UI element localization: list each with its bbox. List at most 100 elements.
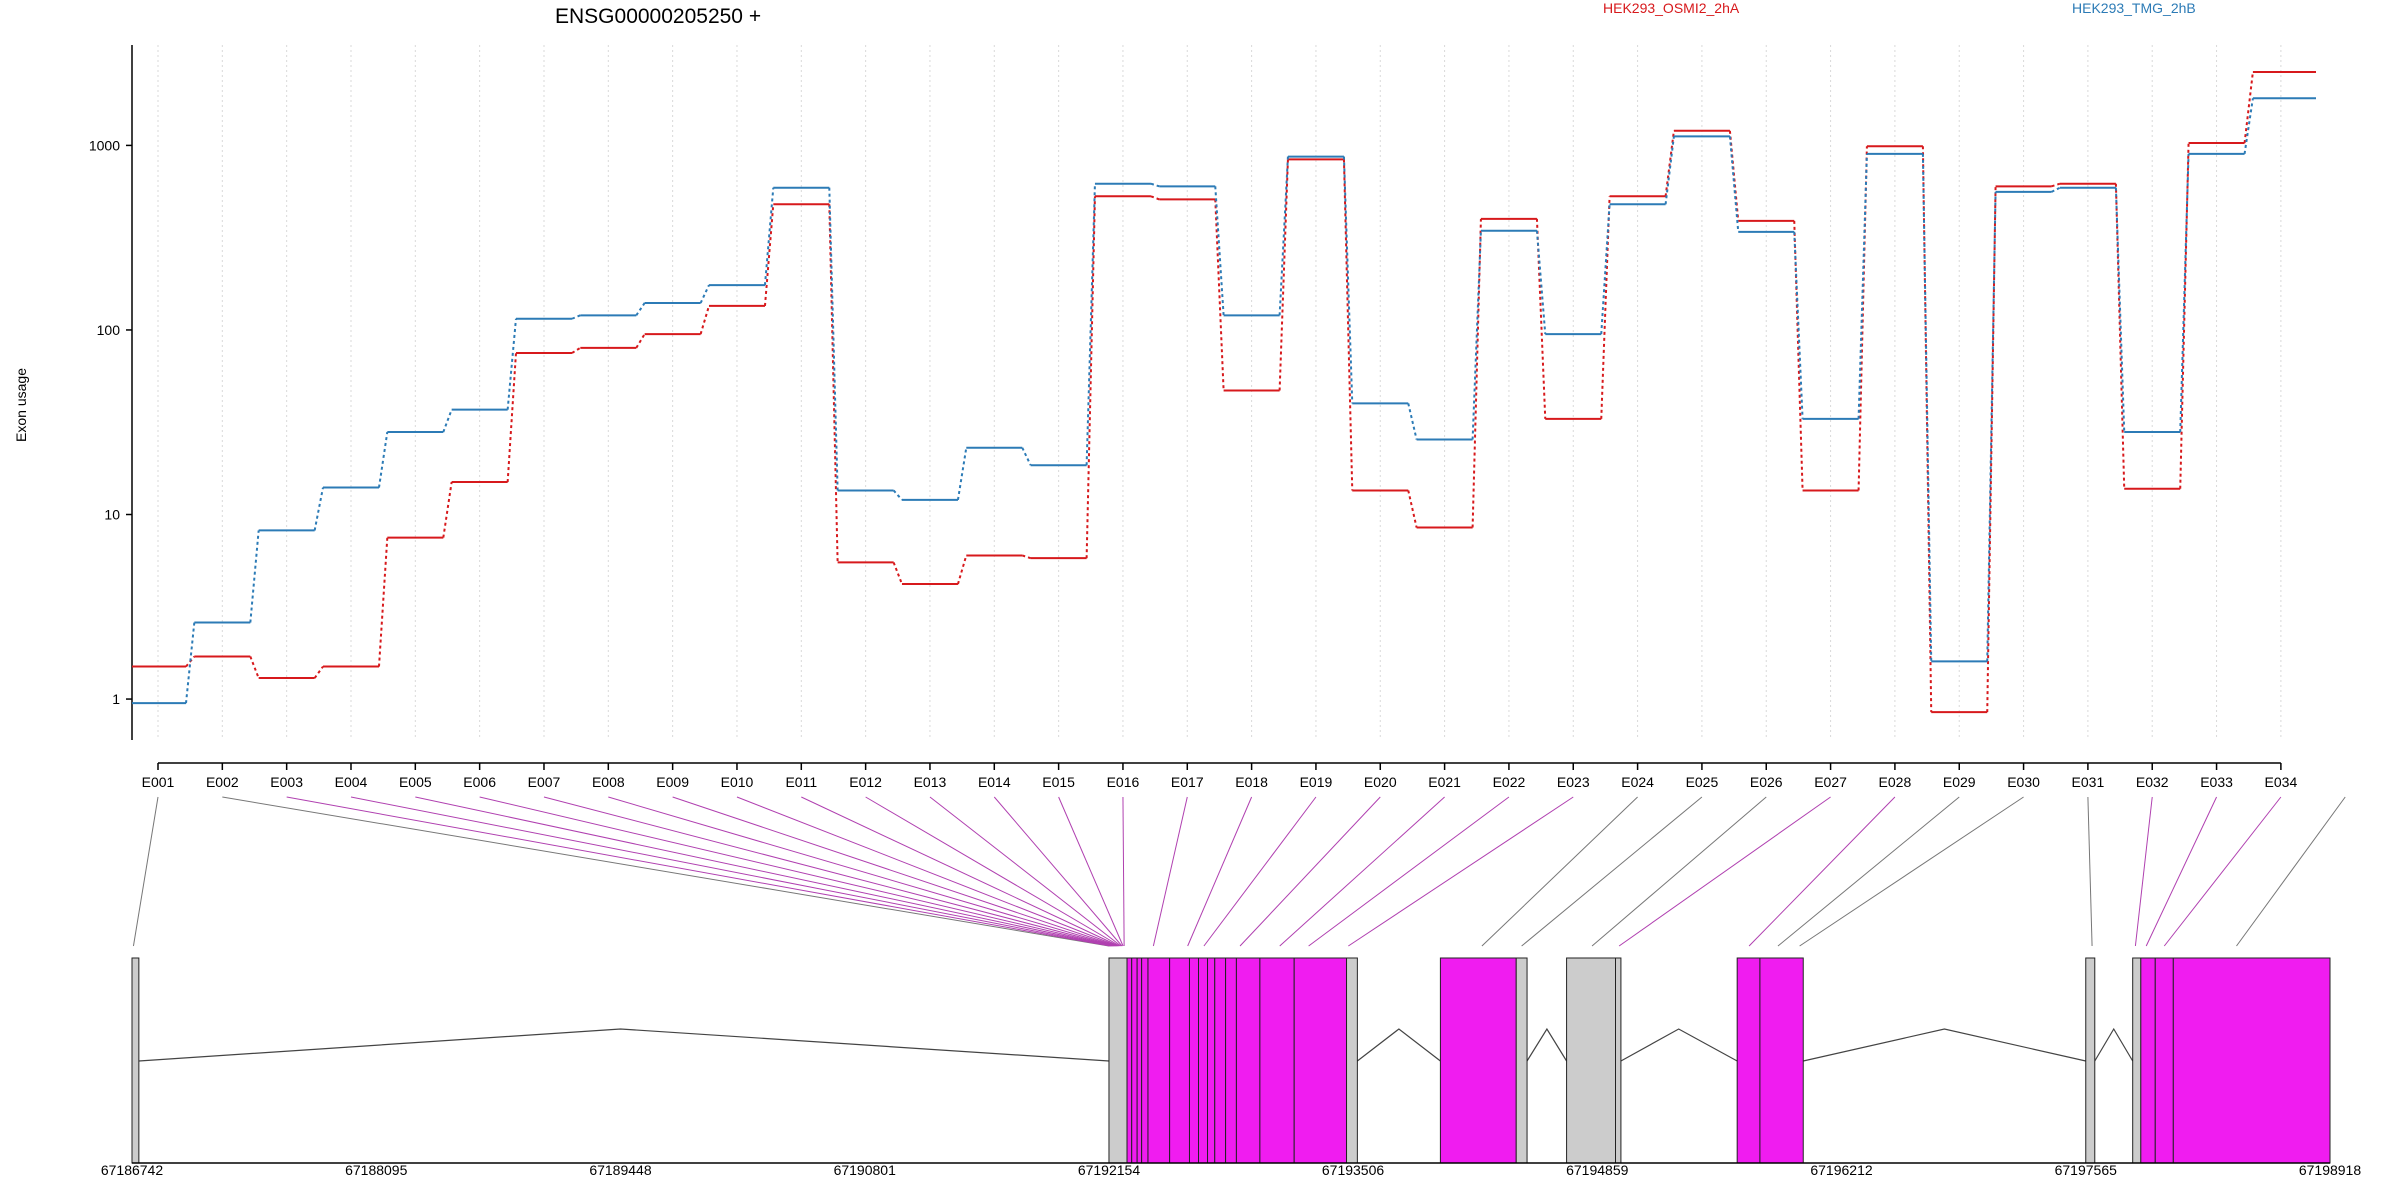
exon-link [2236,796,2346,947]
exon-link [1748,796,1896,947]
x-tick-label: E028 [1879,774,1912,790]
series-connector [1021,447,1032,466]
series-connector [1278,159,1289,391]
exon-block [1439,957,1517,1164]
series-connector [1278,156,1289,316]
x-tick-label: E017 [1171,774,1204,790]
series-connector [1150,182,1160,188]
series-connector [2243,71,2254,144]
x-tick-label: E023 [1557,774,1590,790]
exon-block [2140,957,2156,1164]
series-connector [1921,146,1933,713]
series-connector [828,187,839,491]
x-tick-label: E031 [2072,774,2105,790]
series-connector [1214,199,1225,391]
series-connector [2051,186,2061,193]
series-connector [1986,191,1997,662]
series-connector [1857,153,1868,419]
exon-block [1736,957,1761,1164]
exon-links [132,796,2346,947]
series-connector [1793,231,1804,419]
x-tick-label: E012 [849,774,882,790]
exon-link [132,796,159,947]
series-connector [699,284,710,304]
series-connector [442,409,453,433]
series-connector [2051,182,2061,188]
exon-link [1152,796,1188,947]
grid [157,45,2282,740]
series-connector [249,656,260,679]
exon-block [1515,957,1528,1164]
x-tick-label: E030 [2007,774,2040,790]
series-connector [377,537,389,667]
x-tick-label: E018 [1235,774,1268,790]
exon-link [1618,796,1831,947]
series-connector [185,622,196,704]
exon-link [2087,796,2093,947]
exon-block [1188,957,1200,1164]
exon-link [1187,796,1253,947]
series-connector [1471,230,1482,440]
x-tick-label: E033 [2200,774,2233,790]
x-tick-label: E007 [528,774,561,790]
series-connector [313,487,324,531]
exon-link [929,796,1122,947]
exon-block [1615,957,1622,1164]
legend-entry-1: HEK293_TMG_2hB [2072,0,2196,16]
series-connector [185,655,196,668]
exon-block [1207,957,1216,1164]
exon-link [608,796,1116,947]
series-connector [956,555,968,585]
exon-link [1203,796,1317,947]
intron [138,1028,1110,1062]
x-tick-label: E006 [463,774,496,790]
series-connector [1600,204,1611,335]
exon-link [801,796,1119,947]
x-tick-label: E005 [399,774,432,790]
x-tick-label: E009 [656,774,689,790]
y-tick-label: 100 [97,322,121,338]
series-connector [699,305,710,335]
exon-link [1799,796,2024,947]
x-tick-label: E024 [1621,774,1654,790]
exon-link [1591,796,1767,947]
exon-block [2085,957,2096,1164]
x-tick-label: E002 [206,774,239,790]
series-connector [442,481,453,538]
coordinate-tick-label: 67196212 [1810,1162,1873,1178]
x-tick-label: E008 [592,774,625,790]
series-connector [249,530,260,623]
series-connector [1986,186,1997,713]
series-connector [1407,403,1418,440]
exon-link [1481,796,1638,947]
series-connector [635,302,646,316]
x-tick-label: E013 [914,774,947,790]
series-connector [763,204,775,306]
y-tick-label: 1000 [89,137,120,153]
coordinate-tick-label: 67193506 [1322,1162,1385,1178]
x-tick-label: E003 [270,774,303,790]
series-connector [892,562,903,585]
series-connector [1600,196,1611,419]
exon-link [479,796,1114,947]
series-connector [506,318,517,410]
coordinate-tick-label: 67198918 [2299,1162,2362,1178]
series-connector [2114,187,2126,433]
series-connector [1342,159,1354,491]
x-tick-label: E034 [2265,774,2298,790]
exon-link [1122,796,1125,947]
exon-link [736,796,1118,947]
exon-block [2172,957,2331,1164]
y-tick-label: 10 [104,507,120,523]
plot-area [132,70,2316,714]
x-tick-label: E032 [2136,774,2169,790]
series-connector [1857,146,1868,491]
coordinate-tick-label: 67197565 [2055,1162,2118,1178]
exon-link [1239,796,1381,947]
exon-block [1169,957,1190,1164]
exon-block [2132,957,2142,1164]
series-connector [635,333,646,349]
chart-title: ENSG00000205250 + [555,5,761,28]
series-connector [1793,220,1804,491]
series-connector [313,665,324,679]
